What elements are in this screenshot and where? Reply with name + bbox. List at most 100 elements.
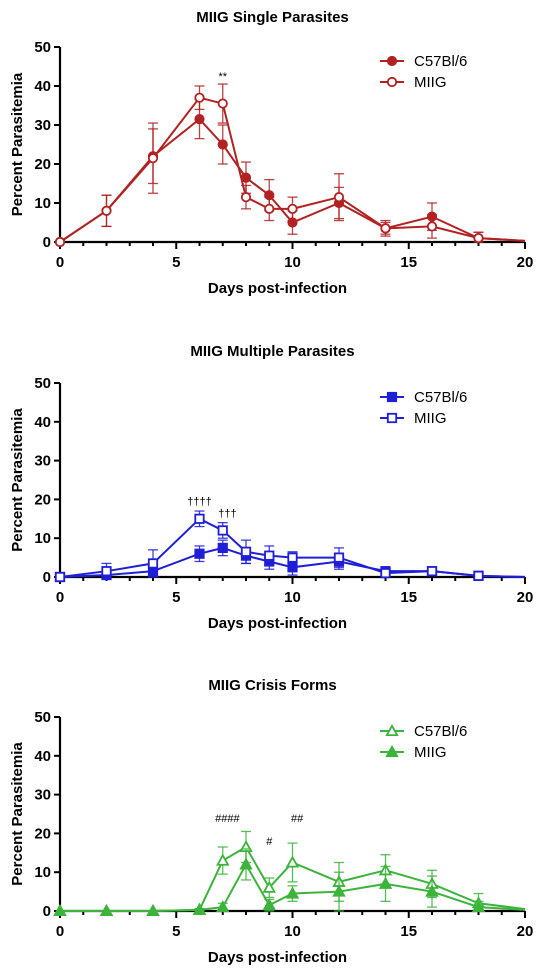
y-axis-label: Percent Parasitemia — [9, 408, 26, 552]
data-point — [146, 903, 160, 917]
data-point — [240, 172, 252, 183]
data-point — [53, 903, 67, 917]
x-tick-label: 15 — [400, 589, 417, 606]
y-tick-label: 40 — [34, 78, 51, 95]
x-tick-label: 0 — [56, 589, 64, 606]
chart-title: MIIG Single Parasites — [196, 9, 349, 26]
chart-title: MIIG Multiple Parasites — [190, 343, 354, 360]
y-tick-label: 0 — [43, 569, 51, 586]
data-point — [54, 236, 66, 248]
x-tick-label: 10 — [284, 589, 301, 606]
y-tick-label: 10 — [34, 195, 51, 212]
legend-marker — [385, 723, 399, 737]
data-point — [217, 98, 228, 109]
data-point — [378, 876, 393, 889]
data-point — [240, 192, 252, 203]
y-tick-label: 40 — [34, 414, 51, 431]
x-tick-label: 5 — [172, 923, 180, 940]
legend-marker — [385, 744, 399, 758]
data-point — [147, 153, 159, 164]
chart-title: MIIG Crisis Forms — [208, 677, 336, 694]
data-point — [426, 566, 438, 577]
data-point — [217, 542, 228, 554]
data-point — [217, 139, 228, 150]
legend-marker — [386, 391, 398, 403]
y-tick-label: 30 — [34, 453, 51, 470]
data-point — [471, 900, 486, 913]
legend-label: MIIG — [414, 744, 447, 761]
y-tick-label: 50 — [34, 375, 51, 392]
chart-panel-multiple-parasites: MIIG Multiple Parasites 0 10 20 30 40 50 0 5 10 15… — [9, 343, 533, 632]
data-point — [426, 221, 438, 232]
x-axis-label: Days post-infection — [208, 949, 347, 966]
data-point — [216, 900, 230, 913]
y-tick-label: 20 — [34, 156, 51, 173]
chart-panel-single-parasites: MIIG Single Parasites 0 10 20 30 40 50 0 5 10 15 20… — [9, 9, 533, 297]
data-point — [147, 558, 159, 569]
data-point — [217, 525, 228, 536]
data-point — [287, 562, 298, 573]
data-point — [239, 857, 253, 870]
data-point — [101, 205, 112, 216]
data-point — [264, 550, 275, 561]
significance-annotation: †††† — [187, 496, 211, 508]
x-tick-label: 10 — [284, 254, 301, 271]
x-axis-label: Days post-infection — [208, 615, 347, 632]
y-axis-label: Percent Parasitemia — [9, 742, 26, 886]
y-tick-label: 0 — [43, 234, 51, 251]
legend-label: MIIG — [414, 410, 447, 427]
data-point — [287, 203, 298, 214]
legend-label: C57Bl/6 — [414, 723, 467, 740]
significance-annotation: #### — [215, 813, 240, 825]
data-point — [54, 571, 66, 583]
y-tick-label: 30 — [34, 787, 51, 804]
data-point — [194, 92, 205, 103]
data-point — [262, 898, 276, 911]
x-tick-label: 10 — [284, 923, 301, 940]
legend-label: MIIG — [414, 74, 447, 91]
y-tick-label: 20 — [34, 825, 51, 842]
x-tick-label: 15 — [400, 923, 417, 940]
data-point — [192, 902, 207, 915]
data-point — [101, 566, 112, 577]
legend-marker — [386, 76, 398, 88]
significance-annotation: # — [266, 836, 273, 848]
data-point — [333, 192, 345, 203]
x-tick-label: 20 — [517, 923, 534, 940]
y-tick-label: 0 — [43, 903, 51, 920]
chart-panel-crisis-forms: MIIG Crisis Forms 0 10 20 30 40 50 0 5 10 15 20 Days… — [9, 677, 533, 966]
data-point — [473, 233, 484, 244]
data-point — [473, 570, 484, 581]
data-point — [194, 548, 205, 559]
data-point — [333, 552, 345, 563]
data-point — [194, 114, 205, 125]
data-point — [425, 884, 439, 897]
data-point — [332, 884, 346, 897]
series-c57bl-6 — [54, 99, 526, 248]
legend-marker — [386, 412, 398, 424]
legend-marker — [386, 55, 398, 67]
data-point — [262, 880, 276, 893]
legend-label: C57Bl/6 — [414, 389, 467, 406]
y-tick-label: 30 — [34, 117, 51, 134]
y-tick-label: 50 — [34, 709, 51, 726]
y-tick-label: 20 — [34, 491, 51, 508]
significance-annotation: ††† — [218, 508, 236, 520]
significance-annotation: ## — [291, 813, 304, 825]
data-point — [380, 568, 391, 579]
series-c57bl-6 — [53, 830, 526, 917]
y-axis-label: Percent Parasitemia — [9, 72, 26, 216]
data-point — [285, 855, 300, 868]
x-tick-label: 0 — [56, 254, 64, 271]
x-tick-label: 0 — [56, 923, 64, 940]
data-point — [216, 853, 230, 866]
significance-annotation: ** — [218, 71, 227, 83]
data-point — [194, 513, 205, 524]
y-tick-label: 50 — [34, 39, 51, 56]
y-tick-label: 40 — [34, 748, 51, 765]
data-point — [380, 223, 391, 234]
series-miig — [54, 510, 526, 583]
data-point — [240, 546, 252, 557]
legend-label: C57Bl/6 — [414, 53, 467, 70]
